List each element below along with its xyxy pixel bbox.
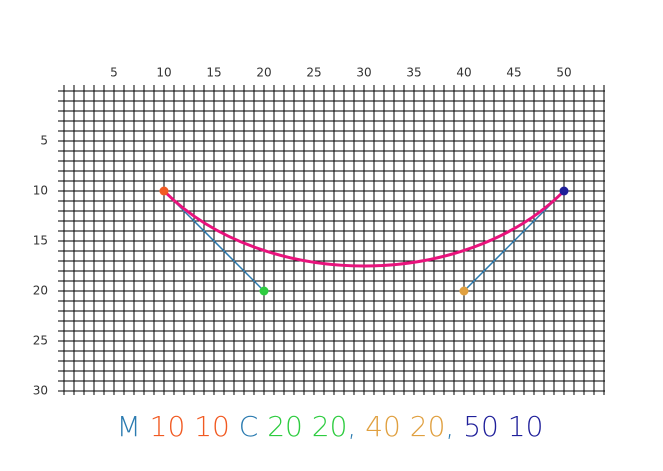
- y-tick-label: 20: [33, 284, 48, 298]
- separator: ,: [445, 410, 454, 443]
- x-tick-label: 30: [356, 66, 371, 80]
- x-tick-label: 10: [156, 66, 171, 80]
- point: [459, 286, 469, 296]
- point: [559, 186, 569, 196]
- y-tick-label: 5: [40, 134, 48, 148]
- marks: [159, 186, 569, 296]
- coordinate: 20: [410, 410, 446, 443]
- y-tick-label: 15: [33, 234, 48, 248]
- coordinate: 10: [508, 410, 544, 443]
- separator: ,: [347, 410, 356, 443]
- coordinate: 10: [194, 410, 230, 443]
- point: [159, 186, 169, 196]
- coordinate: 40: [365, 410, 401, 443]
- x-tick-label: 20: [256, 66, 271, 80]
- y-tick-label: 10: [33, 184, 48, 198]
- x-tick-label: 5: [110, 66, 118, 80]
- x-tick-label: 15: [206, 66, 221, 80]
- command: C: [239, 410, 259, 443]
- path-command: M 10 10 C 20 20, 40 20, 50 10: [117, 410, 544, 443]
- command: M: [117, 410, 141, 443]
- coordinate: 10: [150, 410, 186, 443]
- coordinate: 50: [463, 410, 499, 443]
- coordinate: 20: [312, 410, 348, 443]
- x-tick-label: 45: [506, 66, 521, 80]
- y-tick-label: 30: [33, 384, 48, 398]
- grid: 5 10 15 20 25 30 35 40 45 50 5 10 15 20 25 30: [33, 66, 605, 398]
- bezier-curve: [162, 189, 566, 268]
- x-tick-label: 50: [556, 66, 571, 80]
- x-tick-label: 40: [456, 66, 471, 80]
- x-tick-label: 35: [406, 66, 421, 80]
- y-tick-label: 25: [33, 334, 48, 348]
- coordinate: 20: [267, 410, 303, 443]
- point: [259, 286, 269, 296]
- x-tick-label: 25: [306, 66, 321, 80]
